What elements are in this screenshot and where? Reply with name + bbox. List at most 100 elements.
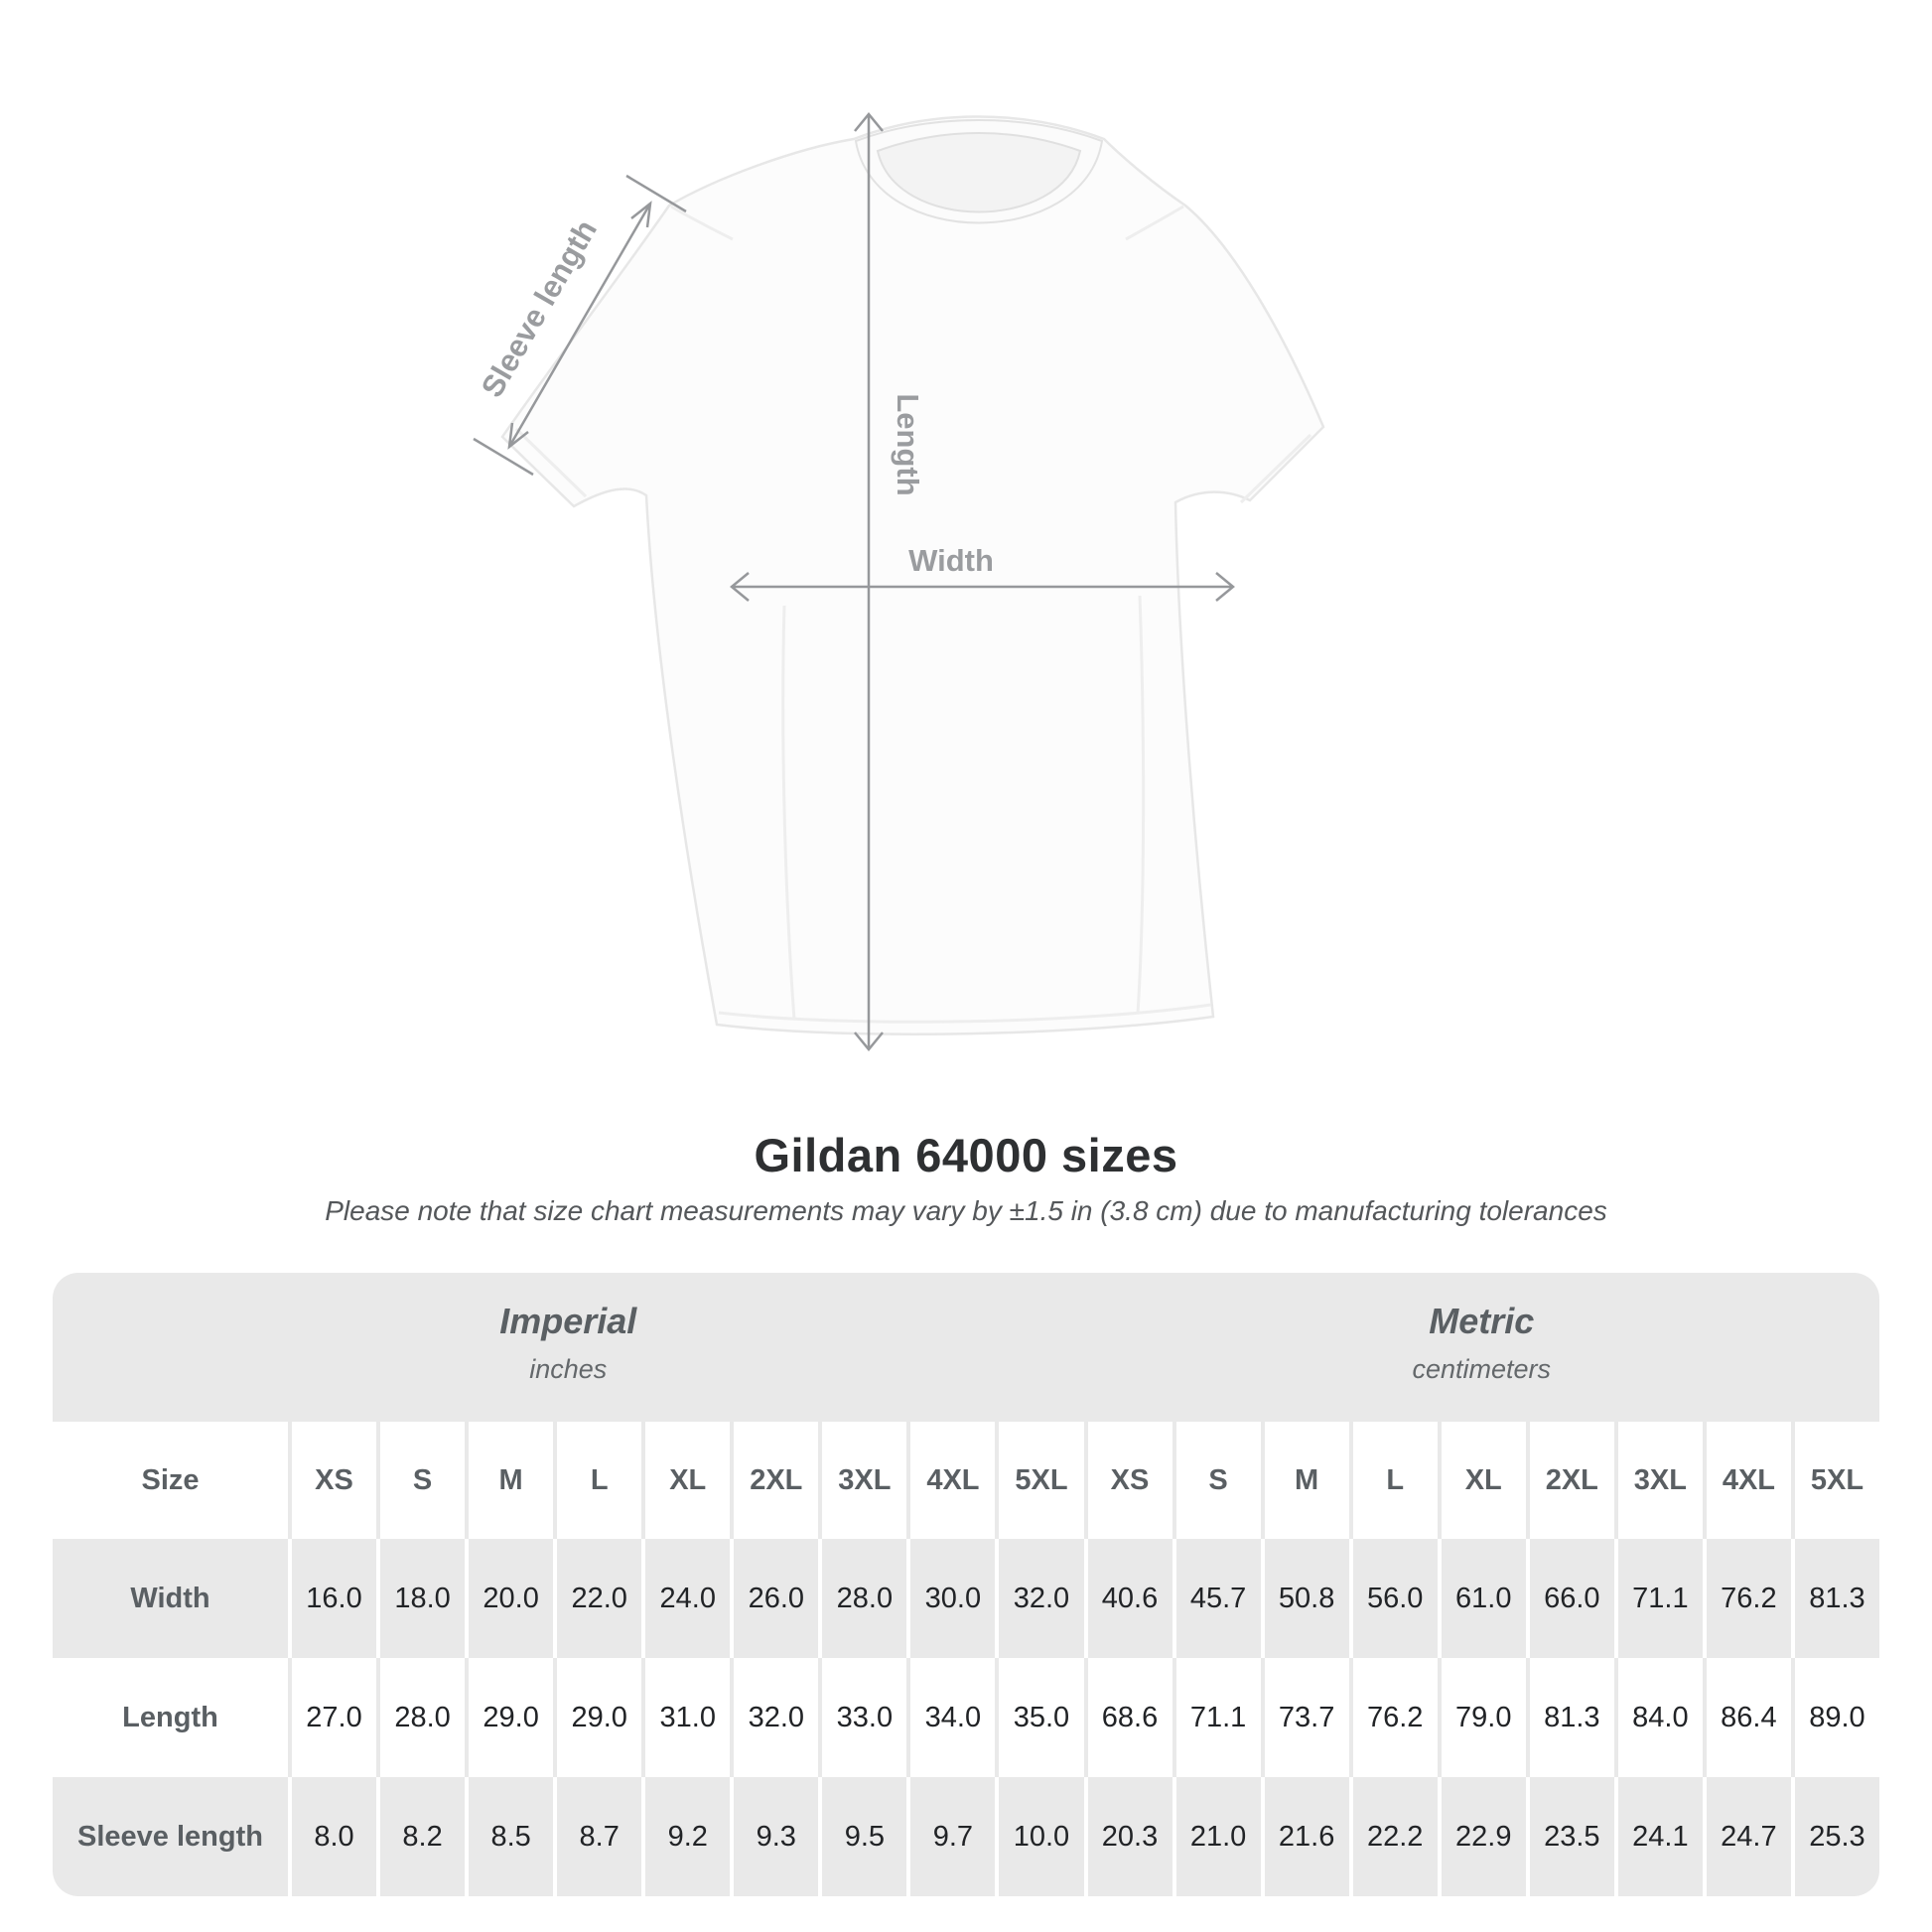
size-column-header: 2XL [1525, 1422, 1614, 1539]
value-cell: 24.1 [1613, 1777, 1703, 1896]
value-cell: 20.3 [1083, 1777, 1173, 1896]
size-column-header: S [376, 1422, 465, 1539]
value-cell: 16.0 [288, 1539, 376, 1658]
size-column-header: S [1172, 1422, 1261, 1539]
value-cell: 32.0 [730, 1658, 818, 1777]
value-cell: 66.0 [1525, 1539, 1614, 1658]
sleeve-length-arrow [473, 174, 687, 477]
value-cell: 9.7 [906, 1777, 995, 1896]
value-cell: 8.2 [376, 1777, 465, 1896]
value-cell: 28.0 [818, 1539, 906, 1658]
row-label: Sleeve length [77, 1820, 263, 1853]
size-header-row: Size XS S M L XL 2XL 3XL 4XL 5XL XS S M L XL 2XL 3XL 4XL… [53, 1422, 1879, 1539]
value-cell: 22.9 [1437, 1777, 1526, 1896]
metric-group-header: Metric centimeters [1083, 1273, 1879, 1422]
value-cell: 71.1 [1172, 1658, 1261, 1777]
value-cell: 20.0 [465, 1539, 553, 1658]
value-cell: 31.0 [641, 1658, 730, 1777]
value-cell: 18.0 [376, 1539, 465, 1658]
value-cell: 10.0 [995, 1777, 1083, 1896]
table-row: Sleeve length 8.0 8.2 8.5 8.7 9.2 9.3 9.5 9.7 10.… [53, 1777, 1879, 1896]
value-cell: 86.4 [1702, 1658, 1791, 1777]
value-cell: 40.6 [1083, 1539, 1173, 1658]
value-cell: 35.0 [995, 1658, 1083, 1777]
metric-label: Metric [1429, 1301, 1535, 1341]
table-row: Length 27.0 28.0 29.0 29.0 31.0 32.0 33.0 34.0 35… [53, 1658, 1879, 1777]
size-column-header: 5XL [1790, 1422, 1879, 1539]
size-corner-label: Size [141, 1463, 200, 1496]
imperial-group-header: Imperial inches [53, 1273, 1083, 1422]
value-cell: 81.3 [1790, 1539, 1879, 1658]
width-label: Width [908, 543, 994, 578]
size-column-header: 4XL [1702, 1422, 1791, 1539]
size-column-header: XS [1083, 1422, 1173, 1539]
value-cell: 26.0 [730, 1539, 818, 1658]
value-cell: 9.2 [641, 1777, 730, 1896]
value-cell: 22.2 [1348, 1777, 1438, 1896]
value-cell: 30.0 [906, 1539, 995, 1658]
value-cell: 23.5 [1525, 1777, 1614, 1896]
size-column-header: 4XL [906, 1422, 995, 1539]
tshirt-illustration: Sleeve length Length Width [473, 112, 1325, 1051]
tolerance-note: Please note that size chart measurements… [325, 1195, 1607, 1226]
value-cell: 79.0 [1437, 1658, 1526, 1777]
row-label: Length [122, 1701, 218, 1733]
tshirt-silhouette [500, 115, 1325, 1035]
value-cell: 84.0 [1613, 1658, 1703, 1777]
value-cell: 56.0 [1348, 1539, 1438, 1658]
value-cell: 32.0 [995, 1539, 1083, 1658]
size-column-header: 2XL [730, 1422, 818, 1539]
value-cell: 61.0 [1437, 1539, 1526, 1658]
value-cell: 29.0 [553, 1658, 641, 1777]
size-column-header: M [465, 1422, 553, 1539]
size-table: Imperial inches Metric centimeters Size … [53, 1273, 1879, 1896]
unit-header-band: Imperial inches Metric centimeters [53, 1273, 1879, 1422]
value-cell: 71.1 [1613, 1539, 1703, 1658]
value-cell: 27.0 [288, 1658, 376, 1777]
width-arrow [730, 572, 1235, 602]
value-cell: 8.0 [288, 1777, 376, 1896]
size-column-header: 3XL [818, 1422, 906, 1539]
value-cell: 34.0 [906, 1658, 995, 1777]
value-cell: 76.2 [1348, 1658, 1438, 1777]
value-cell: 25.3 [1790, 1777, 1879, 1896]
size-column-header: 3XL [1613, 1422, 1703, 1539]
size-column-header: M [1260, 1422, 1349, 1539]
length-arrow [854, 112, 884, 1051]
value-cell: 22.0 [553, 1539, 641, 1658]
value-cell: 73.7 [1260, 1658, 1349, 1777]
value-cell: 29.0 [465, 1658, 553, 1777]
size-column-header: XL [1437, 1422, 1526, 1539]
value-cell: 68.6 [1083, 1658, 1173, 1777]
value-cell: 89.0 [1790, 1658, 1879, 1777]
size-column-header: XS [288, 1422, 376, 1539]
metric-unit: centimeters [1412, 1354, 1552, 1384]
table-body: Width 16.0 18.0 20.0 22.0 24.0 26.0 28.0 30.0 32.… [53, 1539, 1879, 1896]
value-cell: 9.5 [818, 1777, 906, 1896]
size-column-header: 5XL [995, 1422, 1083, 1539]
table-row: Width 16.0 18.0 20.0 22.0 24.0 26.0 28.0 30.0 32.… [53, 1539, 1879, 1658]
page-title: Gildan 64000 sizes [754, 1129, 1178, 1181]
row-label: Width [130, 1582, 210, 1614]
value-cell: 76.2 [1702, 1539, 1791, 1658]
value-cell: 24.0 [641, 1539, 730, 1658]
value-cell: 28.0 [376, 1658, 465, 1777]
value-cell: 81.3 [1525, 1658, 1614, 1777]
value-cell: 50.8 [1260, 1539, 1349, 1658]
imperial-unit: inches [529, 1354, 608, 1384]
value-cell: 21.0 [1172, 1777, 1261, 1896]
value-cell: 24.7 [1702, 1777, 1791, 1896]
size-column-header: XL [641, 1422, 730, 1539]
value-cell: 45.7 [1172, 1539, 1261, 1658]
size-column-header: L [553, 1422, 641, 1539]
length-label: Length [891, 393, 925, 495]
value-cell: 33.0 [818, 1658, 906, 1777]
measurement-annotations [473, 112, 1235, 1051]
value-cell: 8.7 [553, 1777, 641, 1896]
value-cell: 8.5 [465, 1777, 553, 1896]
value-cell: 9.3 [730, 1777, 818, 1896]
imperial-label: Imperial [499, 1301, 637, 1341]
value-cell: 21.6 [1260, 1777, 1349, 1896]
size-column-header: L [1348, 1422, 1438, 1539]
